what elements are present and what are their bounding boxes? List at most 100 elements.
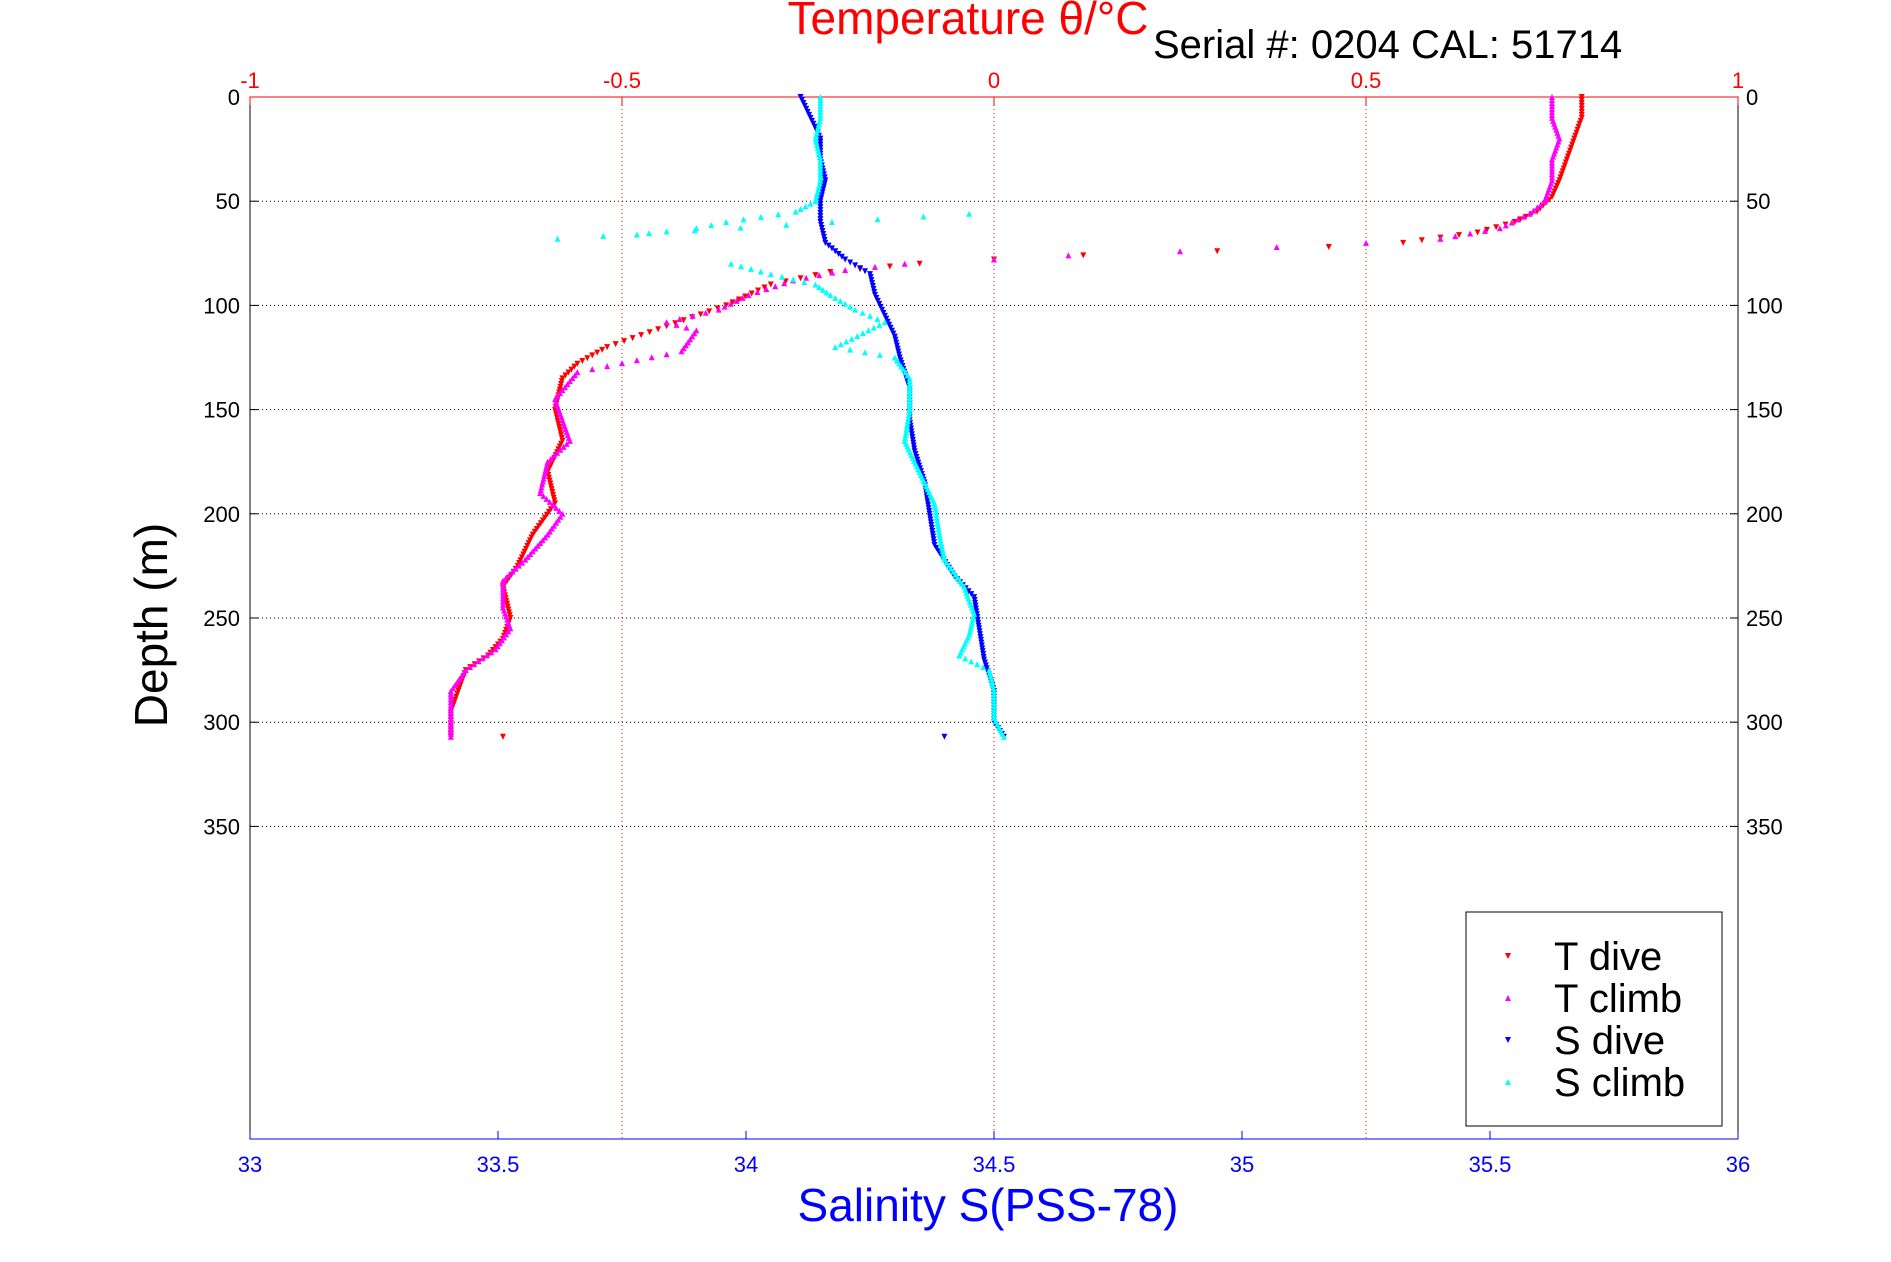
data-point	[956, 652, 963, 659]
data-point	[991, 690, 997, 697]
data-point	[828, 219, 835, 226]
data-point	[969, 619, 976, 626]
data-point	[991, 709, 997, 716]
data-point	[933, 514, 940, 521]
data-point	[874, 216, 881, 223]
data-point	[870, 324, 877, 331]
data-point	[754, 289, 761, 296]
data-point	[509, 568, 516, 575]
data-point	[939, 545, 946, 552]
data-point	[553, 504, 560, 511]
data-point	[816, 117, 823, 124]
data-point	[554, 235, 561, 242]
data-point	[847, 259, 854, 266]
data-point	[1508, 219, 1515, 226]
data-point	[991, 696, 997, 703]
salinity-tick-label: 33	[238, 1152, 262, 1177]
data-point	[904, 420, 911, 427]
data-point	[974, 661, 981, 668]
depth-tick-label-left: 50	[216, 189, 240, 214]
data-point	[801, 278, 808, 285]
data-point	[1520, 213, 1527, 220]
data-point	[838, 253, 845, 260]
depth-tick-label-left: 250	[203, 606, 240, 631]
data-point	[546, 498, 553, 505]
data-point	[817, 114, 824, 121]
data-point	[742, 293, 749, 300]
data-point	[547, 455, 554, 462]
data-point	[812, 272, 819, 279]
data-point	[986, 667, 993, 674]
data-point	[797, 275, 804, 282]
data-point	[604, 363, 611, 370]
data-point	[987, 673, 994, 680]
data-point	[708, 222, 715, 229]
data-point	[842, 256, 849, 263]
data-point	[781, 280, 788, 287]
data-point	[757, 268, 764, 275]
data-point	[1214, 248, 1221, 255]
data-point	[966, 628, 973, 635]
depth-tick-label-right: 50	[1746, 189, 1770, 214]
data-point	[901, 260, 908, 267]
data-point	[859, 330, 866, 337]
data-point	[1000, 733, 1007, 740]
data-point	[1080, 252, 1087, 259]
data-point	[778, 273, 785, 280]
data-point	[876, 351, 883, 358]
data-point	[843, 338, 850, 345]
data-point	[832, 344, 839, 351]
data-point	[988, 679, 995, 686]
data-point	[962, 655, 969, 662]
data-point	[1534, 204, 1541, 211]
temperature-tick-label: 0	[988, 68, 1000, 93]
data-point	[488, 649, 495, 656]
data-point	[540, 492, 547, 499]
data-point	[738, 263, 745, 270]
data-point	[767, 281, 774, 288]
data-point	[554, 449, 561, 456]
data-point	[735, 296, 742, 303]
data-point	[740, 216, 747, 223]
data-point	[565, 369, 572, 376]
depth-tick-label-left: 150	[203, 398, 240, 423]
data-point	[822, 239, 829, 246]
depth-axis-label: Depth (m)	[125, 523, 177, 727]
data-point	[933, 511, 940, 518]
data-point	[902, 432, 909, 439]
data-point	[906, 409, 913, 416]
legend-marker	[1505, 995, 1511, 1001]
data-point	[935, 528, 942, 535]
data-point	[935, 523, 942, 530]
data-point	[527, 551, 534, 558]
data-point	[920, 213, 927, 220]
data-point	[1502, 222, 1509, 229]
legend-marker	[1505, 1037, 1511, 1043]
depth-tick-label-left: 100	[203, 293, 240, 318]
data-point	[934, 520, 941, 527]
data-point	[499, 583, 506, 590]
data-point	[691, 227, 698, 234]
data-point	[697, 311, 704, 318]
data-point	[932, 508, 939, 515]
data-point	[782, 278, 789, 285]
data-point	[867, 312, 873, 319]
data-point	[986, 670, 993, 677]
data-point	[813, 195, 820, 202]
data-point	[989, 681, 996, 688]
data-point	[816, 284, 823, 291]
data-point	[814, 189, 821, 196]
data-point	[1549, 194, 1555, 201]
data-point	[832, 248, 839, 255]
data-point	[837, 341, 844, 348]
data-point	[934, 517, 941, 524]
data-point	[848, 335, 855, 342]
data-point	[814, 144, 821, 151]
data-point	[966, 210, 973, 217]
data-point	[903, 423, 910, 430]
data-point	[812, 281, 819, 288]
data-point	[721, 303, 728, 310]
salinity-tick-label: 33.5	[477, 1152, 520, 1177]
